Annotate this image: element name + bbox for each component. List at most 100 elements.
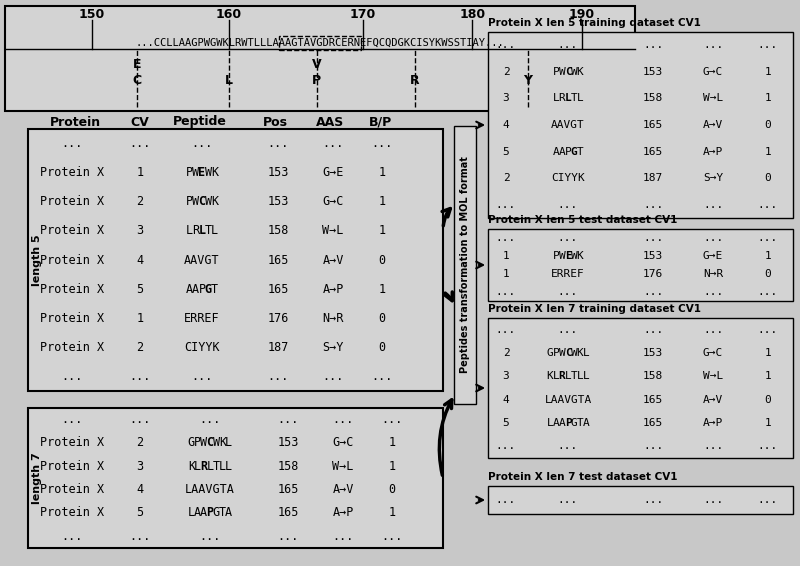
Text: P: P (194, 436, 201, 449)
Text: ...: ... (130, 530, 150, 543)
Text: ...: ... (758, 495, 778, 505)
Text: ...: ... (278, 413, 298, 426)
Text: Protein X: Protein X (40, 282, 104, 295)
Text: ...: ... (643, 495, 663, 505)
Text: 165: 165 (278, 507, 298, 520)
Text: P: P (565, 147, 571, 157)
Text: T: T (577, 418, 583, 428)
Text: W: W (192, 166, 199, 179)
Text: Protein X: Protein X (40, 483, 104, 496)
Text: ...: ... (558, 40, 578, 50)
Bar (279, 36, 361, 50)
Text: ERREF: ERREF (551, 269, 585, 279)
Text: 1: 1 (765, 418, 771, 428)
Text: W→L: W→L (322, 224, 344, 237)
Text: ...: ... (558, 441, 578, 451)
Text: W: W (213, 436, 220, 449)
Text: N→R: N→R (703, 269, 723, 279)
Text: A→V: A→V (703, 395, 723, 405)
Text: A: A (200, 507, 207, 520)
Text: 176: 176 (267, 312, 289, 325)
Text: ...: ... (496, 287, 516, 297)
Text: ...: ... (62, 370, 82, 383)
Text: ...: ... (558, 287, 578, 297)
Text: 153: 153 (267, 195, 289, 208)
Text: T: T (211, 282, 218, 295)
Text: ...: ... (130, 137, 150, 150)
Text: ...: ... (758, 200, 778, 210)
Text: ...: ... (703, 495, 723, 505)
Text: 1: 1 (765, 93, 771, 104)
Text: ...: ... (267, 137, 289, 150)
Text: 2: 2 (502, 173, 510, 183)
Text: Protein X len 7 test dataset CV1: Protein X len 7 test dataset CV1 (488, 472, 678, 482)
Text: L: L (582, 348, 590, 358)
Text: L: L (225, 460, 232, 473)
Text: CIYYK: CIYYK (184, 341, 220, 354)
Text: G: G (213, 507, 220, 520)
Text: A: A (186, 282, 193, 295)
Text: A→P: A→P (332, 507, 354, 520)
Text: ...: ... (62, 530, 82, 543)
Text: 1: 1 (378, 224, 386, 237)
Text: P: P (565, 418, 571, 428)
Text: 1: 1 (378, 282, 386, 295)
Bar (5, 6, 635, 111)
Text: ...: ... (758, 40, 778, 50)
Text: 153: 153 (278, 436, 298, 449)
Text: 5: 5 (137, 282, 143, 295)
Text: A: A (558, 147, 566, 157)
Text: LAAVGTA: LAAVGTA (544, 395, 592, 405)
Text: 3: 3 (502, 371, 510, 381)
Text: C: C (206, 436, 214, 449)
Text: A: A (194, 507, 201, 520)
Text: 1: 1 (389, 507, 395, 520)
Text: E: E (198, 166, 206, 179)
Text: 1: 1 (389, 460, 395, 473)
Text: 4: 4 (502, 120, 510, 130)
Text: 1: 1 (137, 166, 143, 179)
Text: ...: ... (382, 413, 402, 426)
Text: R: R (558, 93, 566, 104)
Text: V: V (312, 58, 322, 71)
Text: 1: 1 (137, 312, 143, 325)
Text: ERREF: ERREF (184, 312, 220, 325)
Text: ...: ... (558, 200, 578, 210)
Text: Protein X: Protein X (40, 436, 104, 449)
Text: A: A (582, 418, 590, 428)
Text: A: A (553, 418, 559, 428)
Bar (28, 408, 443, 548)
Text: T: T (205, 224, 212, 237)
Text: ...: ... (371, 370, 393, 383)
Text: ...: ... (371, 137, 393, 150)
Text: 0: 0 (378, 254, 386, 267)
Text: A: A (225, 507, 232, 520)
Text: 1: 1 (502, 251, 510, 261)
Text: 5: 5 (502, 147, 510, 157)
Text: L: L (546, 418, 554, 428)
Text: A: A (558, 418, 566, 428)
Text: G: G (188, 436, 195, 449)
Text: ...: ... (703, 325, 723, 335)
Text: ...CCLLAAGPWGWKLRWTLLLAAAGTAVGDRCERNEFQCQDGKCISYKWSSTIAY...: ...CCLLAAGPWGWKLRWTLLLAAAGTAVGDRCERNEFQC… (136, 38, 504, 48)
Text: 158: 158 (643, 371, 663, 381)
Text: A→P: A→P (703, 147, 723, 157)
Text: Protein X: Protein X (40, 312, 104, 325)
Text: Protein X: Protein X (40, 254, 104, 267)
Text: 160: 160 (215, 7, 242, 20)
Text: K: K (211, 166, 218, 179)
Text: length 5: length 5 (32, 234, 42, 286)
Text: 170: 170 (350, 7, 376, 20)
Text: L: L (553, 371, 559, 381)
Text: AAVGT: AAVGT (551, 120, 585, 130)
Text: 0: 0 (378, 341, 386, 354)
Text: P: P (198, 282, 206, 295)
Text: L: L (577, 93, 583, 104)
Text: 187: 187 (643, 173, 663, 183)
Text: T: T (213, 460, 220, 473)
Text: L: L (582, 371, 590, 381)
Text: 3: 3 (137, 460, 143, 473)
Text: ...: ... (322, 370, 344, 383)
Text: K: K (188, 460, 195, 473)
Text: R: R (410, 75, 419, 88)
